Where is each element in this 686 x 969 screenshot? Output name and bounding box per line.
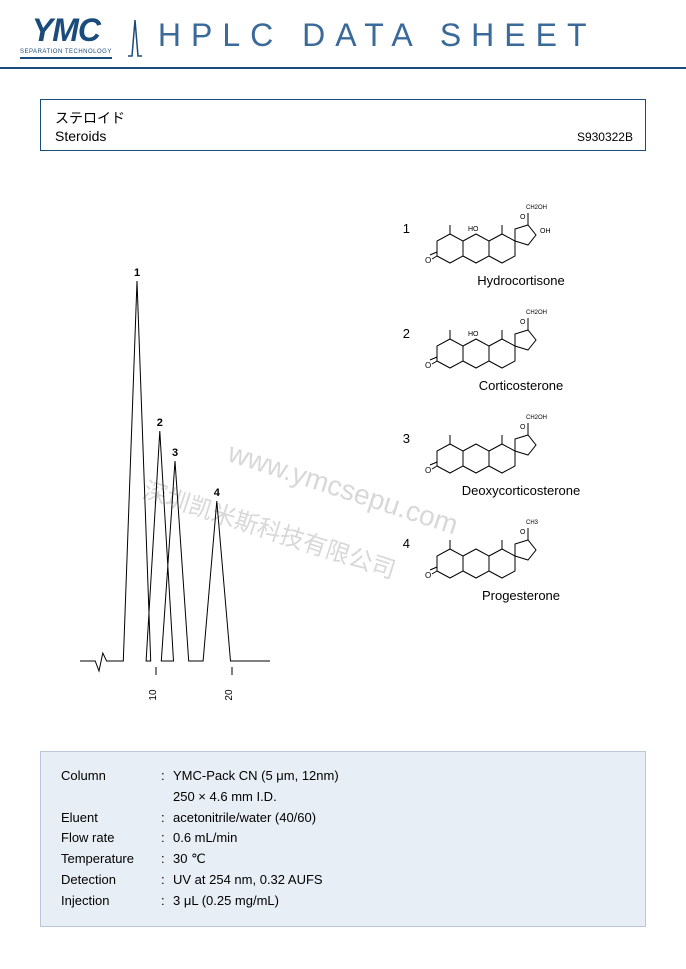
condition-value: UV at 254 nm, 0.32 AUFS bbox=[173, 870, 625, 891]
condition-value: YMC-Pack CN (5 μm, 12nm) bbox=[173, 766, 625, 787]
compound-item: 2OHOCH2OHOCorticosterone bbox=[396, 306, 646, 393]
compound-number: 2 bbox=[396, 326, 410, 341]
condition-separator bbox=[161, 787, 173, 808]
condition-separator: : bbox=[161, 766, 173, 787]
svg-text:HO: HO bbox=[468, 226, 479, 233]
svg-text:CH2OH: CH2OH bbox=[526, 310, 547, 316]
conditions-table: Column:YMC-Pack CN (5 μm, 12nm)250 × 4.6… bbox=[40, 751, 646, 927]
condition-label: Temperature bbox=[61, 849, 161, 870]
svg-text:O: O bbox=[520, 529, 526, 536]
svg-text:HO: HO bbox=[468, 331, 479, 338]
title-english: Steroids bbox=[55, 128, 631, 144]
condition-row: Eluent:acetonitrile/water (40/60) bbox=[61, 808, 625, 829]
compound-structure: OHOCH2OHOOH bbox=[422, 201, 572, 271]
logo-text: YMC bbox=[32, 12, 100, 49]
compound-number: 1 bbox=[396, 221, 410, 236]
condition-value: 30 ℃ bbox=[173, 849, 625, 870]
svg-text:O: O bbox=[425, 256, 431, 265]
chromatogram: 1 2 3 4 10 20 bbox=[60, 241, 290, 721]
condition-row: Flow rate:0.6 mL/min bbox=[61, 828, 625, 849]
compound-name: Corticosterone bbox=[479, 378, 564, 393]
svg-text:CH3: CH3 bbox=[526, 520, 539, 526]
svg-text:O: O bbox=[425, 361, 431, 370]
compound-name: Deoxycorticosterone bbox=[462, 483, 581, 498]
compound-item: 4OCH3OProgesterone bbox=[396, 516, 646, 603]
x-tick-label: 10 bbox=[148, 689, 159, 701]
compound-list: 1OHOCH2OHOOHHydrocortisone2OHOCH2OHOCort… bbox=[396, 201, 646, 603]
compound-item: 1OHOCH2OHOOHHydrocortisone bbox=[396, 201, 646, 288]
condition-row: Injection:3 μL (0.25 mg/mL) bbox=[61, 891, 625, 912]
svg-text:O: O bbox=[425, 571, 431, 580]
condition-separator: : bbox=[161, 870, 173, 891]
svg-text:CH2OH: CH2OH bbox=[526, 415, 547, 421]
logo-peak-icon bbox=[126, 14, 144, 58]
logo: YMC SEPARATION TECHNOLOGY bbox=[20, 12, 112, 59]
logo-subtext: SEPARATION TECHNOLOGY bbox=[20, 49, 112, 55]
svg-text:OH: OH bbox=[540, 228, 551, 235]
content-area: www.ymcsepu.com 深圳凯米斯科技有限公司 12341020 1OH… bbox=[40, 181, 646, 741]
condition-separator: : bbox=[161, 828, 173, 849]
x-tick-label: 20 bbox=[224, 689, 235, 701]
peak-label: 4 bbox=[214, 487, 221, 499]
svg-text:O: O bbox=[520, 319, 526, 326]
condition-row: Column:YMC-Pack CN (5 μm, 12nm) bbox=[61, 766, 625, 787]
condition-row: Temperature:30 ℃ bbox=[61, 849, 625, 870]
compound-structure: OHOCH2OHO bbox=[422, 306, 572, 376]
header: YMC SEPARATION TECHNOLOGY HPLC DATA SHEE… bbox=[0, 0, 686, 69]
condition-label: Column bbox=[61, 766, 161, 787]
condition-value: acetonitrile/water (40/60) bbox=[173, 808, 625, 829]
condition-separator: : bbox=[161, 891, 173, 912]
condition-label bbox=[61, 787, 161, 808]
svg-text:O: O bbox=[520, 214, 526, 221]
svg-text:O: O bbox=[520, 424, 526, 431]
title-japanese: ステロイド bbox=[55, 108, 631, 128]
compound-structure: OCH2OHO bbox=[422, 411, 572, 481]
condition-value: 3 μL (0.25 mg/mL) bbox=[173, 891, 625, 912]
compound-name: Progesterone bbox=[482, 588, 560, 603]
document-code: S930322B bbox=[577, 130, 633, 144]
condition-value: 0.6 mL/min bbox=[173, 828, 625, 849]
svg-text:O: O bbox=[425, 466, 431, 475]
condition-separator: : bbox=[161, 849, 173, 870]
condition-value: 250 × 4.6 mm I.D. bbox=[173, 787, 625, 808]
compound-number: 3 bbox=[396, 431, 410, 446]
condition-separator: : bbox=[161, 808, 173, 829]
compound-structure: OCH3O bbox=[422, 516, 572, 586]
condition-label: Injection bbox=[61, 891, 161, 912]
peak-label: 3 bbox=[172, 447, 178, 459]
svg-text:CH2OH: CH2OH bbox=[526, 205, 547, 211]
page-title: HPLC DATA SHEET bbox=[158, 17, 597, 54]
condition-label: Flow rate bbox=[61, 828, 161, 849]
condition-row: 250 × 4.6 mm I.D. bbox=[61, 787, 625, 808]
title-box: ステロイド Steroids S930322B bbox=[40, 99, 646, 151]
condition-label: Eluent bbox=[61, 808, 161, 829]
compound-name: Hydrocortisone bbox=[477, 273, 564, 288]
compound-number: 4 bbox=[396, 536, 410, 551]
compound-item: 3OCH2OHODeoxycorticosterone bbox=[396, 411, 646, 498]
peak-label: 2 bbox=[157, 417, 163, 429]
peak-label: 1 bbox=[134, 267, 140, 279]
condition-label: Detection bbox=[61, 870, 161, 891]
condition-row: Detection:UV at 254 nm, 0.32 AUFS bbox=[61, 870, 625, 891]
